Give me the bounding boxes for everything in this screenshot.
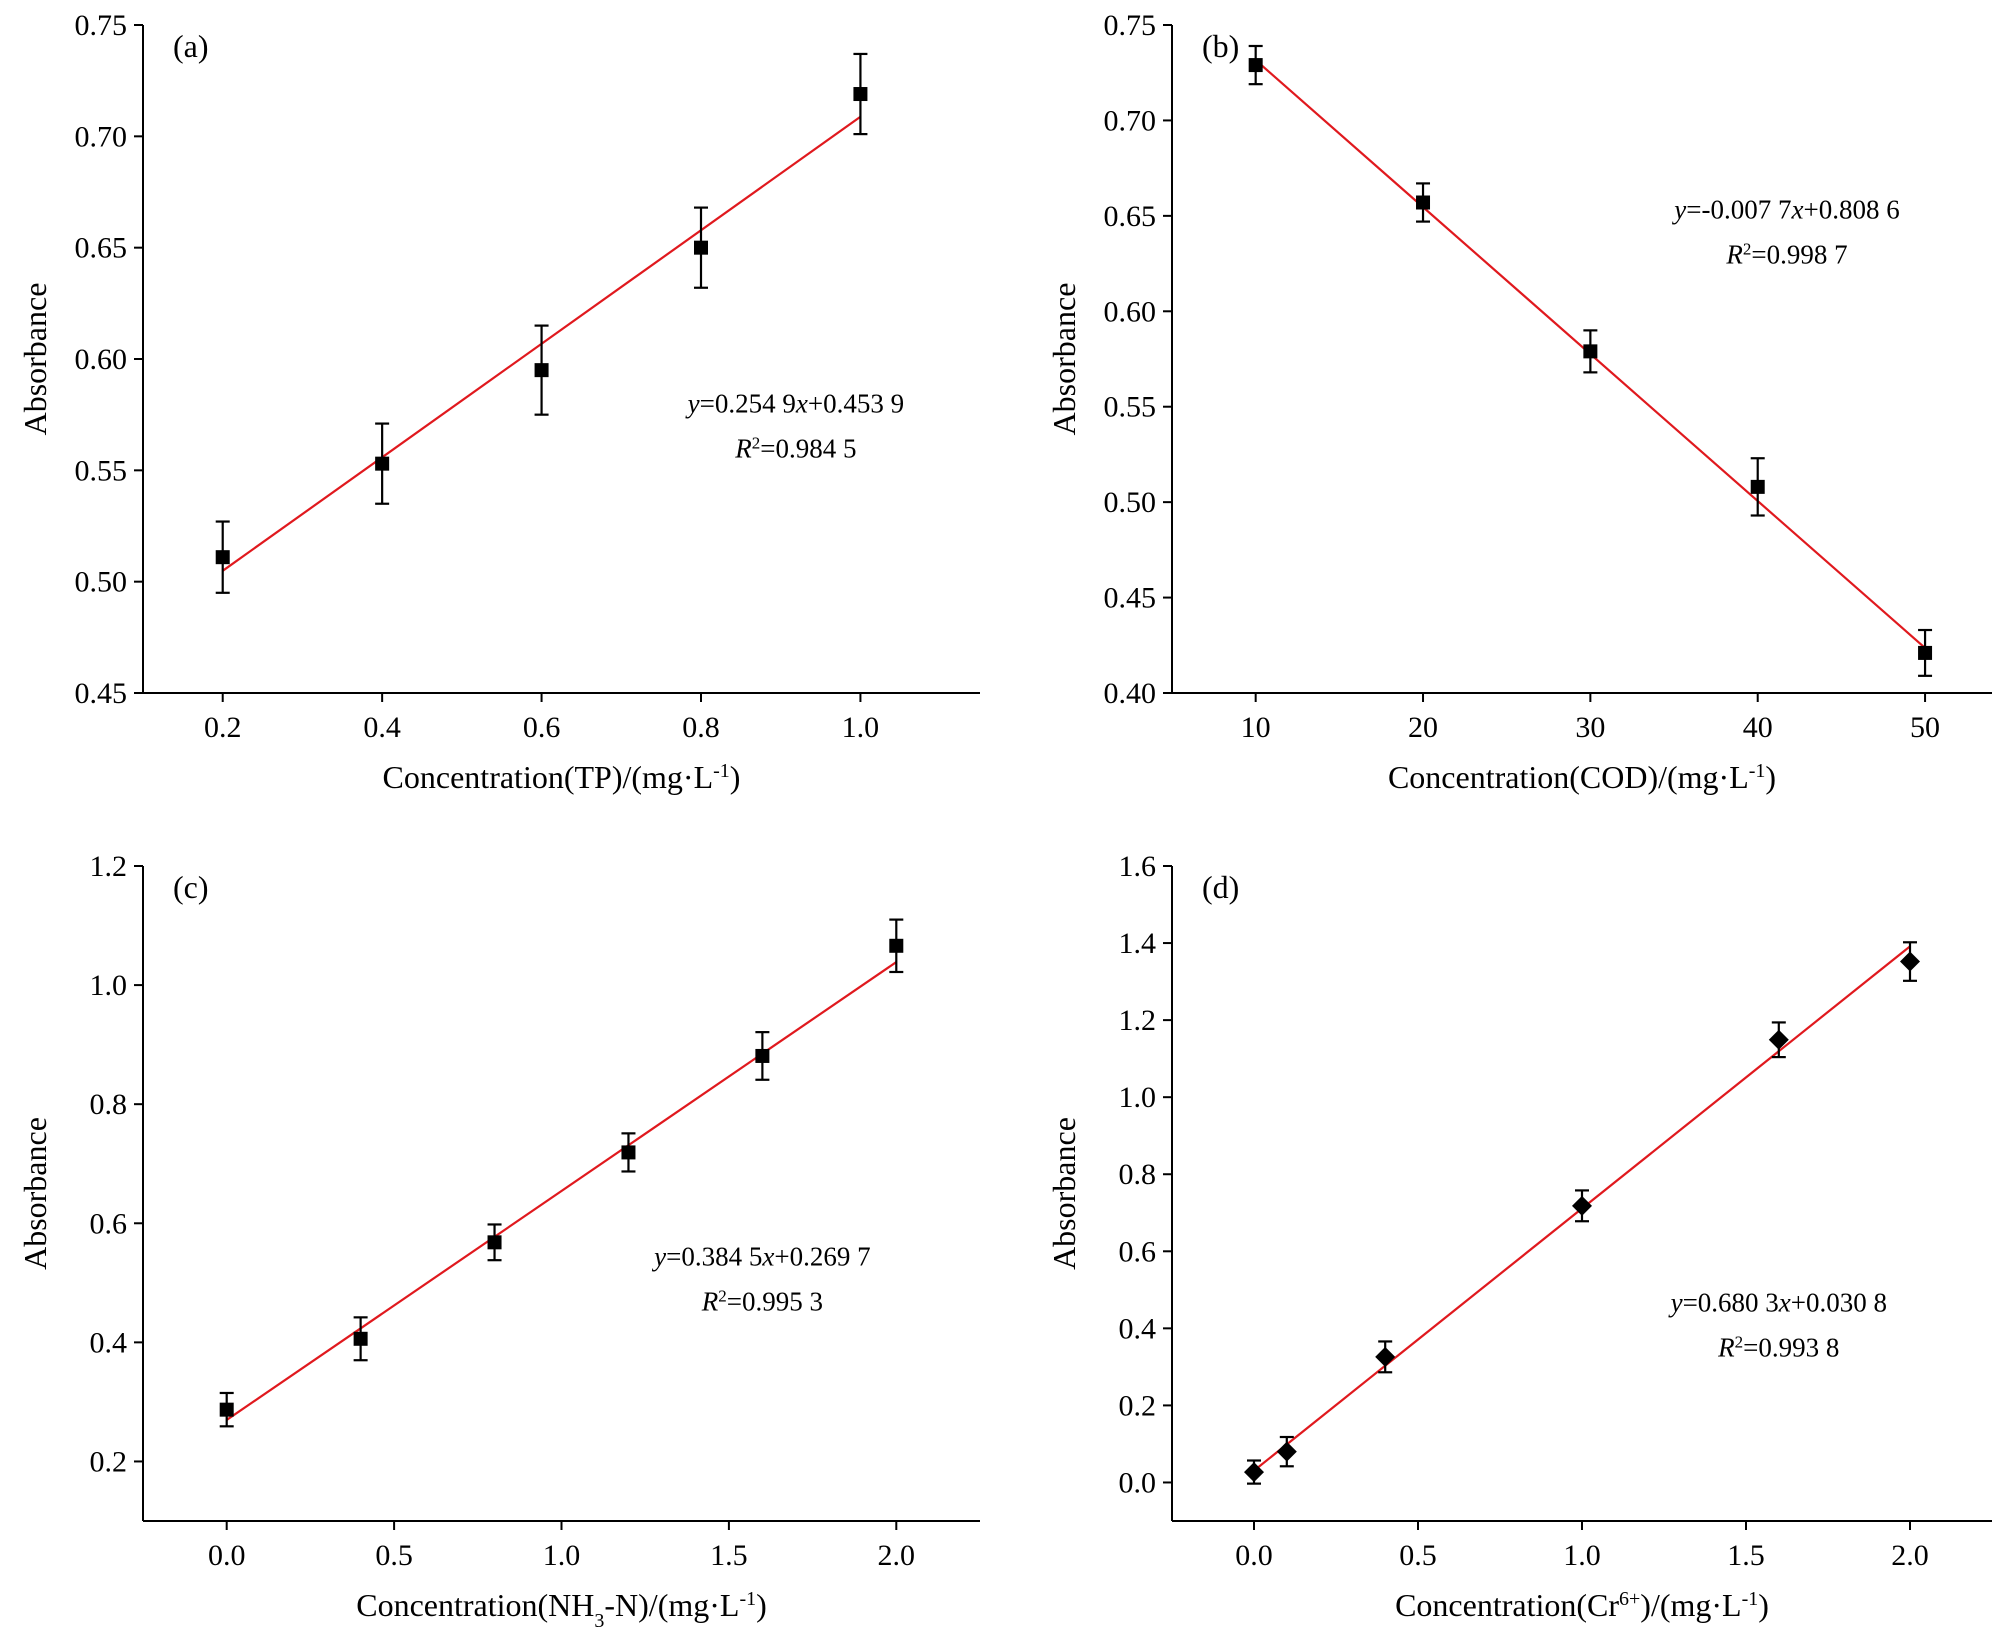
data-point	[353, 1331, 368, 1346]
y-tick-label: 0.65	[75, 232, 128, 265]
data-point	[755, 1048, 770, 1063]
data-point	[1276, 1441, 1297, 1462]
y-tick-label: 0.4	[1119, 1312, 1157, 1345]
x-tick-label: 50	[1910, 711, 1940, 744]
x-tick-label: 0.0	[1235, 1539, 1273, 1572]
x-tick-label: 1.5	[710, 1539, 748, 1572]
y-tick-label: 0.50	[1104, 486, 1157, 519]
data-point	[1583, 344, 1598, 359]
chart-panel-3: 0.2 0.4 0.6 0.8 1.0 1.2 0.0 0.5 1.0 1.5 2.0 Concent…	[17, 850, 980, 1629]
data-point	[375, 456, 390, 471]
data-point	[1416, 195, 1431, 210]
x-axis-title: Concentration(Cr6+)/(mg·L-1)	[1395, 1587, 1769, 1623]
x-axis-title: Concentration(NH3-N)/(mg·L-1)	[356, 1587, 767, 1629]
data-point	[1900, 951, 1920, 972]
y-tick-label: 0.70	[75, 120, 128, 153]
data-point	[1248, 58, 1263, 73]
panel-label: (b)	[1202, 28, 1239, 64]
data-point	[853, 87, 868, 102]
data-point	[219, 1402, 234, 1417]
y-tick-label: 0.4	[90, 1326, 128, 1359]
y-tick-label: 0.8	[90, 1088, 128, 1121]
y-tick-label: 0.75	[75, 9, 128, 42]
data-point	[487, 1235, 502, 1250]
panel-label: (d)	[1202, 869, 1239, 905]
chart-panel-2: 0.40 0.45 0.50 0.55 0.60 0.65 0.70 0.75 10 20 30 40…	[1046, 9, 1992, 795]
y-tick-label: 1.2	[90, 850, 128, 883]
x-tick-label: 10	[1241, 711, 1271, 744]
y-tick-label: 0.75	[1104, 9, 1157, 42]
y-tick-label: 0.45	[75, 677, 128, 710]
regression-equation: y=-0.007 7x+0.808 6	[1671, 195, 1899, 225]
x-tick-label: 0.8	[682, 711, 720, 744]
panel-label: (a)	[173, 28, 209, 64]
y-tick-label: 0.45	[1104, 582, 1157, 615]
y-axis-title: Absorbance	[1046, 283, 1082, 436]
data-point	[889, 938, 904, 953]
x-axis-title: Concentration(COD)/(mg·L-1)	[1388, 759, 1776, 795]
data-point	[694, 240, 708, 255]
x-axis-title: Concentration(TP)/(mg·L-1)	[383, 759, 741, 795]
y-tick-label: 1.0	[1119, 1081, 1157, 1114]
y-tick-label: 0.60	[75, 343, 128, 376]
y-tick-label: 0.70	[1104, 104, 1157, 137]
x-tick-label: 1.0	[543, 1539, 581, 1572]
y-tick-label: 1.0	[90, 969, 128, 1002]
x-tick-label: 20	[1408, 711, 1438, 744]
y-tick-label: 0.2	[1119, 1389, 1157, 1422]
y-tick-label: 0.60	[1104, 295, 1157, 328]
data-point	[1375, 1346, 1396, 1367]
r-squared: R2=0.995 3	[701, 1286, 823, 1317]
data-point	[621, 1145, 636, 1160]
r-squared: R2=0.998 7	[1725, 239, 1847, 270]
chart-panel-4: 0.0 0.2 0.4 0.6 0.8 1.0 1.2 1.4 1.6 0.0 0.5 1.0 1.5 2…	[1046, 850, 1992, 1623]
r-squared: R2=0.993 8	[1717, 1332, 1839, 1363]
x-tick-label: 1.0	[1563, 1539, 1601, 1572]
x-tick-label: 0.4	[363, 711, 401, 744]
y-tick-label: 0.6	[90, 1207, 128, 1240]
x-tick-label: 0.5	[375, 1539, 413, 1572]
data-point	[1918, 645, 1933, 660]
r-squared: R2=0.984 5	[734, 433, 856, 464]
x-tick-label: 40	[1743, 711, 1773, 744]
x-tick-label: 2.0	[878, 1539, 916, 1572]
regression-equation: y=0.680 3x+0.030 8	[1668, 1287, 1887, 1317]
x-tick-label: 1.5	[1727, 1539, 1765, 1572]
regression-equation: y=0.384 5x+0.269 7	[651, 1242, 870, 1272]
y-tick-label: 0.50	[75, 566, 128, 599]
y-tick-label: 1.4	[1119, 927, 1157, 960]
data-point	[534, 363, 549, 378]
y-tick-label: 0.55	[1104, 391, 1157, 424]
x-tick-label: 0.2	[204, 711, 242, 744]
regression-equation: y=0.254 9x+0.453 9	[685, 388, 904, 418]
x-tick-label: 2.0	[1891, 1539, 1929, 1572]
y-tick-label: 0.65	[1104, 200, 1157, 233]
data-point	[1768, 1029, 1789, 1050]
data-point	[1244, 1462, 1264, 1483]
y-tick-label: 0.55	[75, 454, 128, 487]
y-tick-label: 0.40	[1104, 677, 1157, 710]
fit-line	[226, 961, 897, 1421]
chart-panel-1: 0.45 0.50 0.55 0.60 0.65 0.70 0.75 0.2 0.4 0.6 0.8…	[17, 9, 980, 795]
data-point	[215, 550, 230, 565]
y-tick-label: 1.2	[1119, 1004, 1157, 1037]
x-tick-label: 0.6	[523, 711, 561, 744]
y-tick-label: 0.6	[1119, 1235, 1157, 1268]
panel-label: (c)	[173, 869, 209, 905]
y-tick-label: 0.8	[1119, 1158, 1157, 1191]
y-tick-label: 0.2	[90, 1445, 128, 1478]
x-tick-label: 30	[1575, 711, 1605, 744]
data-point	[1572, 1195, 1592, 1216]
y-tick-label: 1.6	[1119, 850, 1157, 883]
data-point	[1750, 479, 1765, 494]
y-axis-title: Absorbance	[1046, 1117, 1082, 1270]
x-tick-label: 0.5	[1399, 1539, 1437, 1572]
y-axis-title: Absorbance	[17, 1117, 53, 1270]
y-axis-title: Absorbance	[17, 283, 53, 436]
x-tick-label: 1.0	[842, 711, 880, 744]
x-tick-label: 0.0	[208, 1539, 246, 1572]
y-tick-label: 0.0	[1119, 1466, 1157, 1499]
